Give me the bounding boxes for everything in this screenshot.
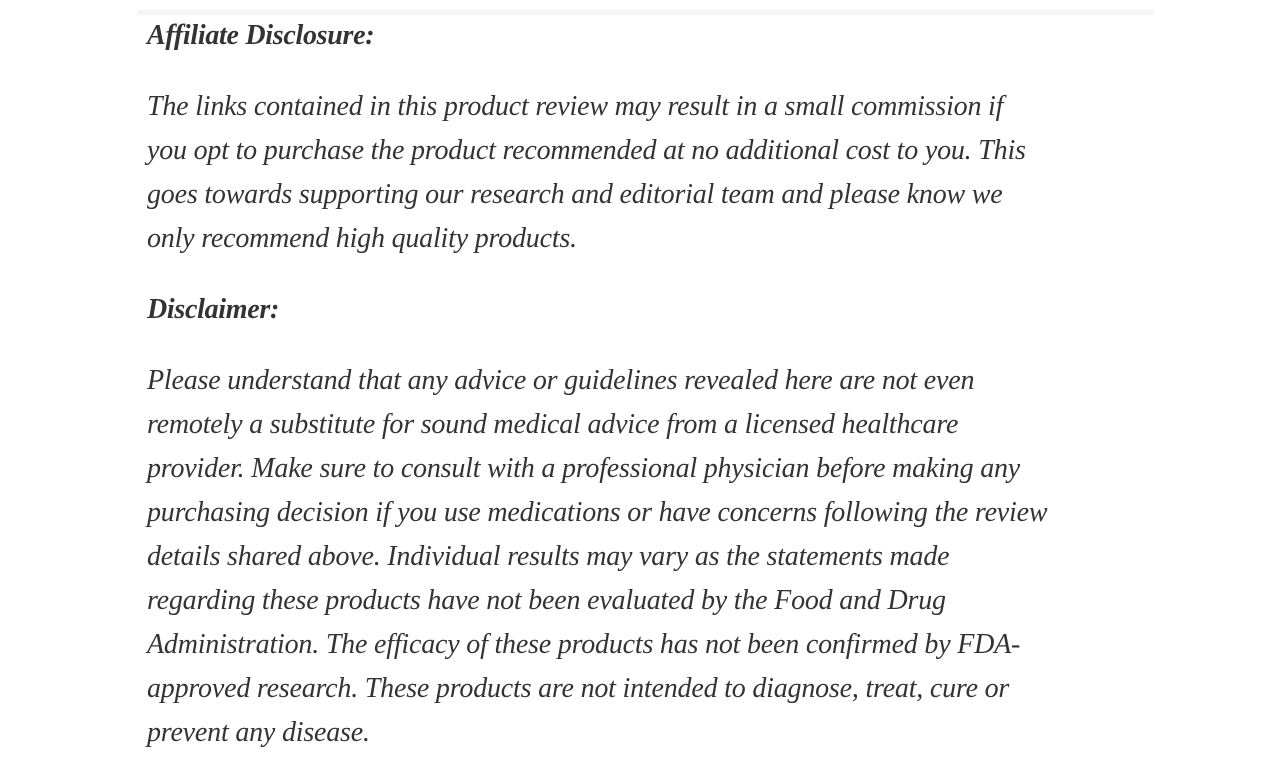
disclaimer-text: Please understand that any advice or gui… [147, 365, 1048, 748]
disclaimer-section: Disclaimer: Please understand that any a… [147, 288, 1137, 755]
affiliate-disclosure-section: Affiliate Disclosure: The links containe… [147, 14, 1137, 261]
affiliate-disclosure-text: The links contained in this product revi… [147, 91, 1026, 254]
top-divider [137, 10, 1154, 15]
affiliate-disclosure-heading: Affiliate Disclosure: [147, 20, 375, 51]
disclaimer-heading: Disclaimer: [147, 294, 280, 325]
disclosure-article: Affiliate Disclosure: The links containe… [147, 14, 1137, 782]
